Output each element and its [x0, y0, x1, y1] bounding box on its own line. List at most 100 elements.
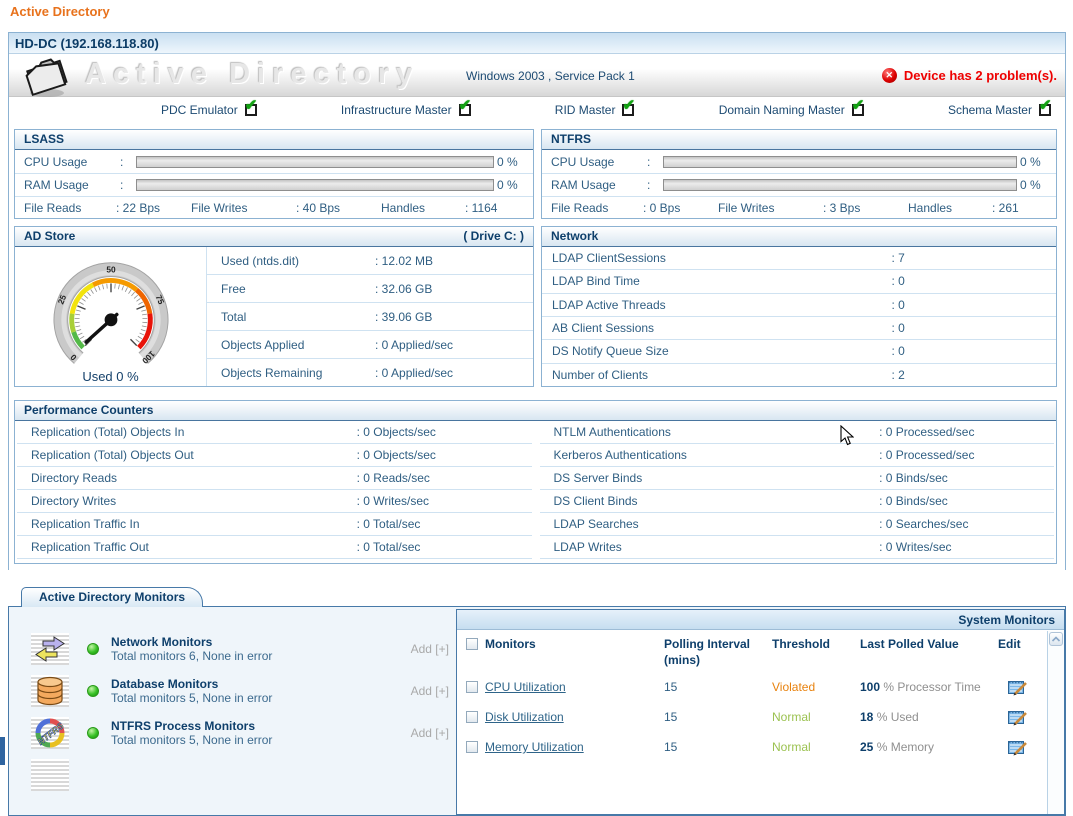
row-label: DS Client Binds [540, 494, 880, 508]
row-value: : 0 [892, 274, 905, 288]
role-schema-master: Schema Master ✔ [948, 103, 1051, 117]
polling-interval-value: 15 [664, 739, 772, 755]
table-row: Replication (Total) Objects In: 0 Object… [17, 421, 532, 444]
row-label: LDAP ClientSessions [542, 251, 892, 265]
monitor-group-detail: Total monitors 5, None in error [111, 691, 391, 705]
file-writes-value: : 40 Bps [296, 201, 381, 215]
row-value: : 0 Binds/sec [879, 471, 948, 485]
system-monitors-panel: System Monitors Monitors Polling Interva… [456, 609, 1065, 815]
monitor-group-name[interactable]: Database Monitors [111, 677, 391, 691]
row-label: LDAP Active Threads [542, 298, 892, 312]
fsmo-roles-row: PDC Emulator ✔ Infrastructure Master ✔ R… [9, 97, 1065, 123]
device-titlebar: HD-DC (192.168.118.80) [9, 33, 1065, 54]
last-polled-cell: 18 % Used [860, 709, 998, 725]
row-value: : 0 Searches/sec [879, 517, 968, 531]
role-domain-naming-master: Domain Naming Master ✔ [719, 103, 864, 117]
role-rid-master: RID Master ✔ [555, 103, 635, 117]
check-ok-icon: ✔ [1039, 104, 1051, 116]
device-problems[interactable]: ✕ Device has 2 problem(s). [882, 68, 1057, 83]
monitor-link[interactable]: Disk Utilization [485, 710, 564, 724]
monitor-group-name[interactable]: NTFRS Process Monitors [111, 719, 391, 733]
row-value: : 12.02 MB [375, 254, 433, 268]
gauge-dial: 0 25 50 75 100 [31, 249, 191, 369]
column-polling-interval: Polling Interval(mins) [664, 636, 772, 668]
file-reads-label: File Reads [24, 201, 116, 215]
handles-value: : 261 [992, 201, 1047, 215]
tab-active-directory-monitors[interactable]: Active Directory Monitors [21, 587, 203, 607]
table-row: Objects Remaining: 0 Applied/sec [207, 359, 533, 386]
add-monitor-button[interactable]: Add [+] [391, 642, 449, 656]
network-title: Network [551, 227, 598, 246]
cpu-usage-value: 0 % [1017, 155, 1047, 169]
role-pdc-emulator: PDC Emulator ✔ [161, 103, 257, 117]
monitor-group-ntfrs[interactable]: NTFRS NTFRS Process Monitors Total monit… [31, 717, 449, 749]
row-label: LDAP Searches [540, 517, 880, 531]
row-label: Used (ntds.dit) [207, 254, 375, 268]
database-icon [31, 675, 69, 707]
folder-icon [17, 54, 79, 101]
row-checkbox[interactable] [466, 681, 478, 693]
row-label: Directory Reads [17, 471, 357, 485]
table-row: NTLM Authentications: 0 Processed/sec [540, 421, 1055, 444]
monitor-group-name[interactable]: Network Monitors [111, 635, 391, 649]
file-reads-label: File Reads [551, 201, 643, 215]
polling-interval-value: 15 [664, 709, 772, 725]
row-checkbox[interactable] [466, 741, 478, 753]
row-value: : 0 Objects/sec [357, 448, 436, 462]
role-label: Infrastructure Master [341, 103, 452, 117]
row-value: : 7 [892, 251, 905, 265]
status-ok-icon [87, 643, 99, 655]
monitor-group-database[interactable]: Database Monitors Total monitors 5, None… [31, 675, 449, 707]
row-label: AB Client Sessions [542, 321, 892, 335]
page-title: Active Directory [10, 4, 110, 19]
monitor-row-cpu: CPU Utilization 15 Violated 100 % Proces… [457, 672, 1046, 702]
cpu-usage-label: CPU Usage [24, 155, 120, 169]
cpu-usage-bar [663, 156, 1017, 168]
edit-icon[interactable] [998, 739, 1047, 760]
ram-usage-label: RAM Usage [24, 178, 120, 192]
select-all-checkbox[interactable] [466, 638, 478, 650]
add-monitor-button[interactable]: Add [+] [391, 726, 449, 740]
edit-icon[interactable] [998, 709, 1047, 730]
column-threshold: Threshold [772, 636, 860, 668]
gauge-tick-50: 50 [106, 265, 116, 275]
table-row: LDAP ClientSessions: 7 [542, 247, 1056, 270]
disk-usage-gauge: 0 25 50 75 100 Used 0 % [15, 247, 207, 386]
scroll-up-icon[interactable] [1049, 632, 1063, 646]
row-value: : 0 Writes/sec [357, 494, 429, 508]
status-ok-icon [87, 685, 99, 697]
ntfrs-stats-row: File Reads : 0 Bps File Writes : 3 Bps H… [542, 196, 1056, 218]
file-reads-value: : 22 Bps [116, 201, 191, 215]
monitor-group-network[interactable]: Network Monitors Total monitors 6, None … [31, 633, 449, 665]
role-label: RID Master [555, 103, 616, 117]
table-header-row: Monitors Polling Interval(mins) Threshol… [457, 631, 1046, 672]
left-edge-marker [0, 737, 5, 765]
table-row: LDAP Searches: 0 Searches/sec [540, 513, 1055, 536]
monitor-link[interactable]: Memory Utilization [485, 740, 584, 754]
ram-usage-bar [663, 179, 1017, 191]
file-writes-value: : 3 Bps [823, 201, 908, 215]
row-label: Replication (Total) Objects In [17, 425, 357, 439]
file-reads-value: : 0 Bps [643, 201, 718, 215]
row-label: LDAP Bind Time [542, 274, 892, 288]
row-label: Number of Clients [542, 368, 892, 382]
add-monitor-button[interactable]: Add [+] [391, 684, 449, 698]
table-scrollbar[interactable] [1047, 631, 1064, 814]
ram-usage-value: 0 % [1017, 178, 1047, 192]
drive-label: ( Drive C: ) [463, 227, 524, 246]
row-label: DS Server Binds [540, 471, 880, 485]
edit-icon[interactable] [998, 679, 1047, 700]
table-row: DS Client Binds: 0 Binds/sec [540, 490, 1055, 513]
row-value: : 0 [892, 344, 905, 358]
row-checkbox[interactable] [466, 711, 478, 723]
table-row: LDAP Writes: 0 Writes/sec [540, 536, 1055, 559]
row-value: : 0 Applied/sec [375, 366, 453, 380]
ram-usage-bar [136, 179, 494, 191]
threshold-cell-2: Normal [772, 739, 860, 755]
column-last-polled-value: Last Polled Value [860, 636, 998, 668]
monitor-link[interactable]: CPU Utilization [485, 680, 566, 694]
role-label: PDC Emulator [161, 103, 238, 117]
ad-store-panel: AD Store ( Drive C: ) [14, 226, 534, 387]
table-row: LDAP Active Threads: 0 [542, 294, 1056, 317]
row-label: Objects Remaining [207, 366, 375, 380]
